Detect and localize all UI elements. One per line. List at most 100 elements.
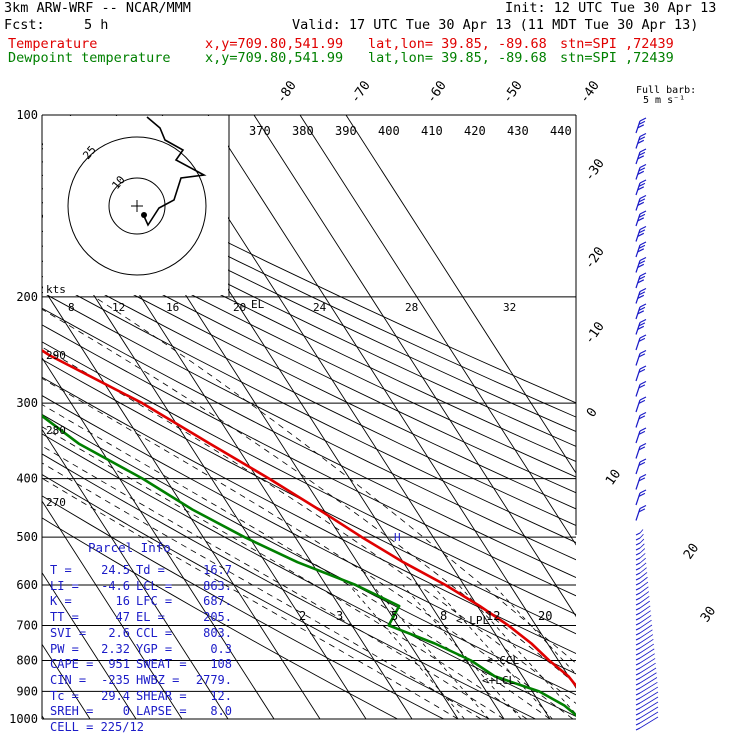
- parcel-param-value: 47: [115, 610, 130, 625]
- barb-flag: [638, 136, 646, 141]
- valid-time: Valid: 17 UTC Tue 30 Apr 13 (11 MDT Tue …: [292, 17, 699, 33]
- parcel-param-name: LCL =: [136, 578, 173, 593]
- pressure-label: 300: [16, 396, 38, 410]
- mixing-ratio-line: [371, 584, 490, 719]
- theta-e-label: 440: [550, 124, 572, 138]
- theta-e-label: 400: [378, 124, 400, 138]
- parcel-param-value: 12.: [210, 688, 232, 703]
- dry-adiabat: [42, 230, 576, 494]
- isotherm-label: 0: [584, 405, 601, 420]
- wind-barb: [635, 380, 647, 397]
- theta-e-label: 430: [507, 124, 529, 138]
- barb-flag: [639, 624, 653, 634]
- level-annotation: <-CCL: [486, 654, 519, 667]
- barb-flag: [639, 396, 647, 401]
- barb-flag: [639, 576, 648, 584]
- kts-scale-tick: 20: [233, 301, 246, 314]
- barb-staff: [635, 229, 641, 242]
- dry-adiabat-label: 280: [46, 424, 66, 437]
- barb-staff: [635, 637, 641, 641]
- barb-flag: [639, 586, 649, 594]
- barb-flag: [638, 198, 646, 203]
- parcel-param-value: 2.32: [101, 641, 130, 656]
- wind-barb: [635, 272, 647, 289]
- isotherm-label: 10: [603, 467, 624, 488]
- isotherm-label: -50: [500, 78, 526, 106]
- barb-flag: [639, 179, 647, 184]
- level-annotation: <-LPL: [456, 614, 489, 627]
- dry-adiabat: [42, 395, 576, 675]
- dry-adiabat-label: 290: [46, 349, 66, 362]
- parcel-info-row: SVI = 2.6 CCL = 803.: [50, 626, 240, 641]
- parcel-info-row: CIN = -235 HWBZ = 2779.: [50, 673, 240, 688]
- barb-staff: [635, 567, 641, 571]
- parcel-info-row: PW = 2.32 YGP = 0.3: [50, 642, 240, 657]
- barb-staff: [635, 687, 641, 691]
- barb-flag: [639, 581, 649, 589]
- moist-adiabat: [42, 462, 482, 719]
- wind-barb: [635, 148, 647, 165]
- parcel-param-name: SVI =: [50, 625, 87, 640]
- parcel-param-value: 687.: [203, 594, 232, 609]
- barb-staff: [635, 182, 641, 196]
- parcel-param-value: 803.: [203, 625, 232, 640]
- barb-flag: [639, 132, 647, 138]
- forecast-hour: 5 h: [84, 17, 109, 33]
- parcel-param-value: -235: [101, 672, 130, 687]
- barb-flag: [639, 117, 647, 122]
- temperature-trace: [42, 348, 576, 688]
- parcel-param-name: CIN =: [50, 672, 87, 687]
- barb-flag: [639, 529, 644, 534]
- parcel-param-name: TT =: [50, 610, 79, 625]
- barb-staff: [635, 542, 641, 546]
- temperature-latlon: lat,lon= 39.85, -89.68: [368, 36, 547, 52]
- barb-flag: [639, 303, 647, 308]
- barb-staff: [635, 602, 641, 606]
- init-time: Init: 12 UTC Tue 30 Apr 13: [505, 0, 717, 16]
- mixing-ratio-line: [402, 584, 522, 719]
- parcel-param-name: Tc =: [50, 688, 79, 703]
- barb-flag: [639, 334, 647, 339]
- barb-flag: [639, 572, 648, 579]
- barb-staff: [635, 306, 641, 320]
- temperature-station: stn=SPI ,72439: [560, 36, 674, 52]
- barb-flag: [639, 489, 647, 494]
- parcel-info-row: SREH = 0 LAPSE = 8.0: [50, 704, 240, 719]
- barb-flag: [639, 662, 656, 674]
- barb-flag: [638, 415, 646, 420]
- barb-flag: [639, 706, 659, 719]
- mixing-ratio-line: [431, 584, 553, 719]
- dewpoint-station: stn=SPI ,72439: [560, 50, 674, 66]
- barb-staff: [635, 537, 641, 541]
- barb-flag: [639, 553, 646, 559]
- parcel-info-row: Tc = 29.4 SHEAR = 12.: [50, 689, 240, 704]
- parcel-param-value: 8.0: [210, 704, 232, 719]
- dewpoint-latlon: lat,lon= 39.85, -89.68: [368, 50, 547, 66]
- wind-barb: [635, 411, 647, 428]
- barb-flag: [638, 291, 646, 296]
- barb-staff: [635, 592, 641, 596]
- level-annotation: EL: [251, 298, 265, 311]
- barb-flag: [639, 711, 659, 724]
- barb-staff: [635, 622, 641, 626]
- barb-flag: [638, 306, 646, 311]
- barb-staff: [635, 492, 641, 506]
- barb-flag: [638, 461, 646, 466]
- pressure-label: 600: [16, 578, 38, 592]
- barb-flag: [639, 653, 655, 664]
- barb-flag: [639, 658, 656, 669]
- barb-staff: [635, 353, 641, 366]
- wind-barb: [635, 318, 647, 335]
- barb-staff: [635, 642, 641, 646]
- dry-adiabat: [42, 147, 576, 404]
- wind-barb: [635, 427, 647, 444]
- barb-flag: [639, 701, 659, 714]
- barb-flag: [638, 368, 646, 373]
- dry-adiabat: [42, 260, 576, 526]
- barb-flag: [639, 615, 652, 624]
- dewpoint-trace: [42, 414, 576, 717]
- pressure-label: 1000: [9, 712, 38, 726]
- barb-flag: [639, 534, 644, 539]
- barb-flag: [638, 275, 646, 280]
